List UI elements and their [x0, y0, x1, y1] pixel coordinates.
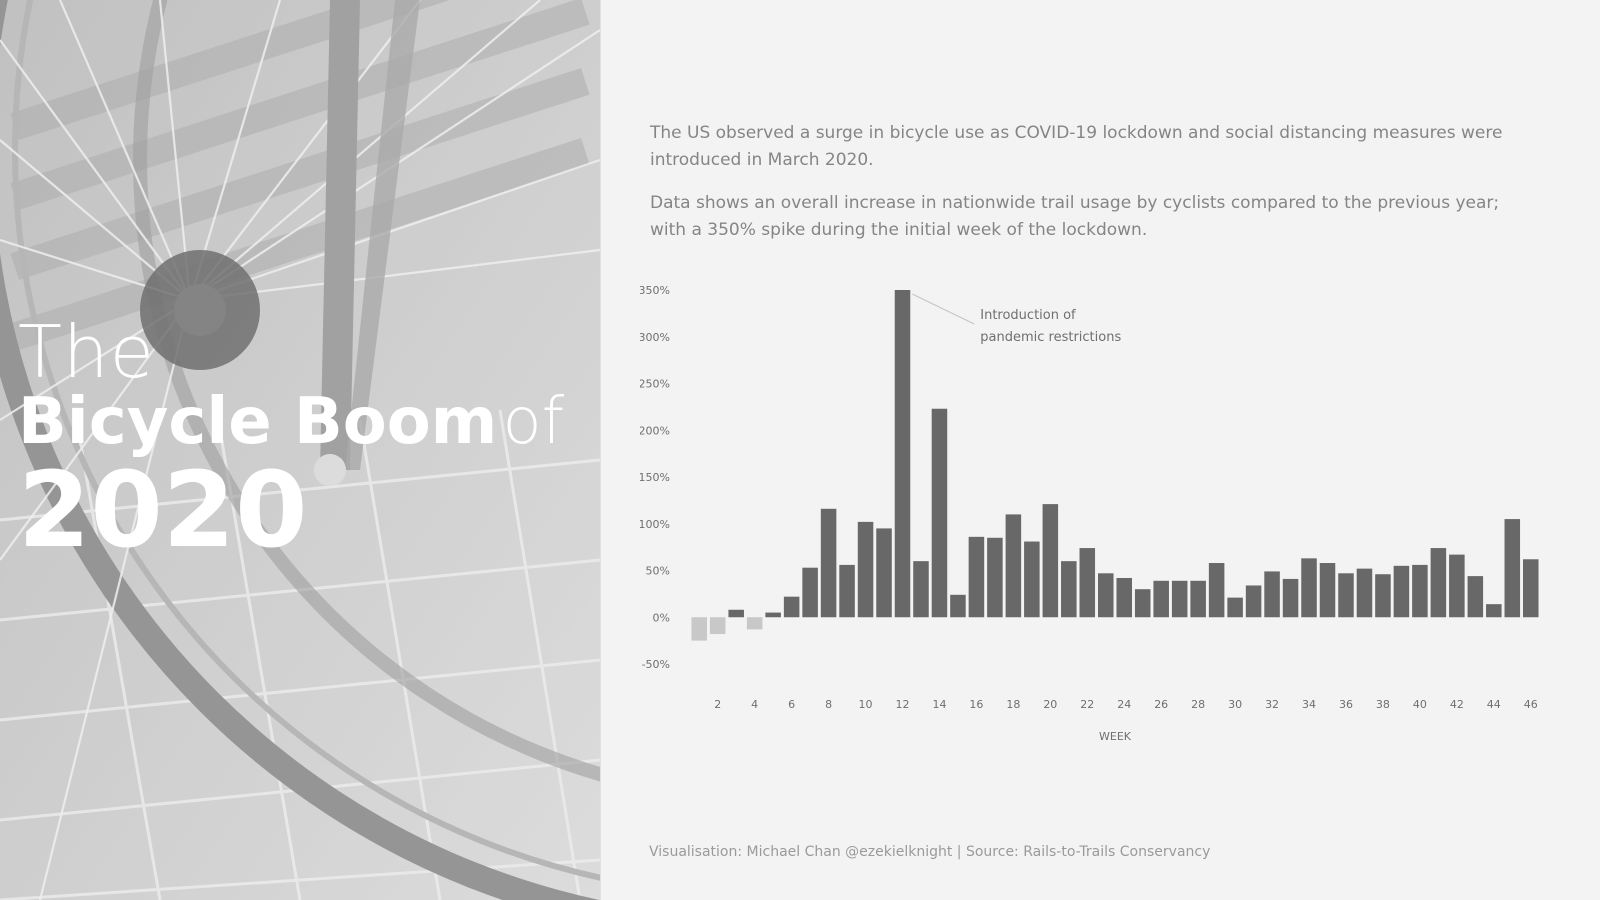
bar-week-4	[746, 617, 763, 630]
bar-week-19	[1024, 541, 1040, 618]
bar-week-24	[1116, 577, 1132, 618]
bar-week-15	[950, 594, 966, 618]
title-year: 2020	[18, 449, 308, 571]
x-tick-label: 32	[1265, 698, 1279, 711]
x-tick-label: 6	[788, 698, 795, 711]
bar-week-34	[1301, 558, 1317, 618]
bar-chart-svg: -50%0%50%100%150%200%250%300%350%2 4 6 8 10 1…	[639, 284, 1539, 743]
y-tick-label: -50%	[642, 658, 670, 671]
x-tick-label: 46	[1524, 698, 1538, 711]
bar-chart: -50% 0% 50% 100% 150% 200% 250% 300% 350% 2 4 6 8 10 1…	[639, 270, 1560, 743]
x-tick-label: 28	[1191, 698, 1205, 711]
bar-week-39	[1393, 565, 1410, 618]
bar-week-29	[1208, 563, 1225, 618]
bicycle-wheel-photo	[0, 0, 600, 900]
bar-week-6	[783, 596, 800, 618]
bar-week-38	[1375, 574, 1391, 618]
title-of: of	[502, 385, 565, 459]
bar-week-26	[1153, 580, 1169, 618]
x-tick-label: 38	[1376, 698, 1390, 711]
bar-week-43	[1467, 576, 1484, 618]
x-tick-label: 16	[969, 698, 983, 711]
y-tick-label: 350%	[640, 284, 670, 297]
intro-paragraph-1: The US observed a surge in bicycle use a…	[650, 123, 1503, 170]
x-tick-label: 2	[714, 698, 721, 711]
title-middle-line: Bicycle Boom of	[18, 390, 564, 454]
x-tick-label: 20	[1043, 698, 1057, 711]
bar-week-37	[1356, 568, 1373, 618]
bar-week-41	[1430, 548, 1447, 618]
bar-week-7	[802, 567, 818, 618]
bar-week-14	[931, 408, 948, 618]
bar-week-12	[894, 290, 911, 618]
title-bicycle-boom: Bicycle Boom	[18, 385, 498, 459]
bar-week-13	[913, 561, 929, 618]
bar-week-16	[968, 536, 985, 618]
bar-week-18	[1005, 514, 1022, 618]
x-tick-label: 8	[825, 698, 832, 711]
annotation-line-2: pandemic restrictions	[980, 330, 1121, 345]
bar-week-5	[765, 612, 781, 618]
bar-week-30	[1227, 597, 1243, 618]
y-tick-label: 50%	[646, 565, 670, 578]
intro-paragraph-2: Data shows an overall increase in nation…	[650, 193, 1500, 240]
bar-week-32	[1264, 571, 1280, 618]
x-tick-label: 10	[859, 698, 873, 711]
bar-week-27	[1171, 580, 1188, 618]
bar-week-3	[728, 609, 744, 618]
bar-week-25	[1134, 589, 1151, 618]
footer-credit: Visualisation: Michael Chan @ezekielknig…	[649, 844, 1211, 860]
title-the: The	[18, 310, 155, 394]
bar-week-44	[1486, 604, 1502, 618]
x-tick-label: 18	[1006, 698, 1020, 711]
bar-week-36	[1338, 573, 1354, 618]
x-tick-label: 4	[751, 698, 758, 711]
y-tick-label: 100%	[640, 518, 670, 531]
x-tick-label: 36	[1339, 698, 1353, 711]
y-tick-label: 0%	[653, 611, 670, 624]
x-tick-label: 22	[1080, 698, 1094, 711]
x-tick-label: 30	[1228, 698, 1242, 711]
bar-week-17	[987, 537, 1003, 618]
bar-week-40	[1412, 564, 1428, 618]
hero-photo-panel: The Bicycle Boom of 2020	[0, 0, 600, 900]
bar-week-9	[839, 564, 855, 618]
bar-week-11	[876, 528, 892, 618]
bar-week-46	[1523, 559, 1539, 618]
panel-divider	[600, 0, 601, 900]
x-tick-label: 44	[1487, 698, 1501, 711]
annotation-line-1: Introduction of	[980, 308, 1076, 323]
bar-week-21	[1061, 561, 1077, 618]
x-tick-label: 24	[1117, 698, 1131, 711]
bar-week-20	[1042, 504, 1059, 618]
y-tick-label: 200%	[640, 424, 670, 437]
bar-week-42	[1449, 554, 1465, 618]
bar-week-1	[691, 617, 707, 641]
bar-week-28	[1190, 580, 1206, 618]
bar-week-2	[709, 617, 726, 635]
bar-week-23	[1098, 573, 1114, 618]
bar-week-35	[1319, 563, 1336, 618]
y-tick-label: 150%	[640, 471, 670, 484]
bar-week-45	[1504, 519, 1521, 618]
bar-week-22	[1079, 548, 1096, 618]
x-tick-label: 40	[1413, 698, 1427, 711]
y-tick-label: 300%	[640, 331, 670, 344]
annotation-leader-line	[912, 293, 975, 325]
x-tick-label: 14	[932, 698, 946, 711]
bar-week-10	[857, 521, 874, 618]
x-tick-label: 26	[1154, 698, 1168, 711]
x-tick-label: 34	[1302, 698, 1316, 711]
hero-title: The Bicycle Boom of 2020	[18, 316, 564, 562]
x-tick-label: 42	[1450, 698, 1464, 711]
x-axis-label: WEEK	[1099, 730, 1132, 740]
bar-week-8	[820, 508, 837, 618]
bar-week-33	[1282, 578, 1299, 618]
y-tick-label: 250%	[640, 378, 670, 391]
bar-week-31	[1245, 585, 1262, 618]
x-tick-label: 12	[896, 698, 910, 711]
